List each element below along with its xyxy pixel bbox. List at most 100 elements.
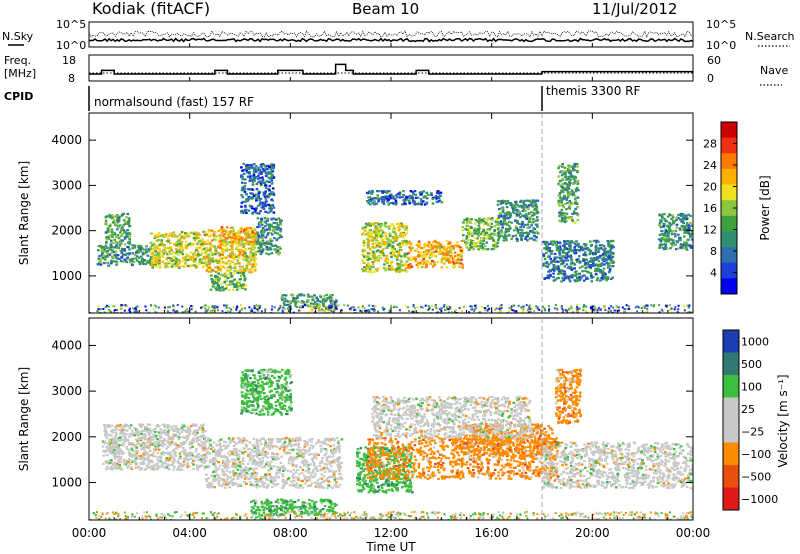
data-cell (604, 247, 607, 250)
data-cell (117, 247, 120, 250)
data-cell (381, 201, 385, 204)
data-cell (151, 244, 154, 247)
data-cell (124, 433, 128, 436)
data-cell (372, 270, 376, 273)
data-cell (563, 273, 567, 276)
data-cell (380, 223, 383, 226)
data-cell (477, 224, 481, 227)
data-cell (552, 272, 555, 275)
data-cell (208, 266, 212, 269)
data-cell (559, 248, 562, 251)
data-cell (568, 278, 571, 281)
data-cell (271, 187, 275, 190)
data-cell (196, 243, 200, 246)
data-cell (419, 198, 423, 201)
data-cell (398, 264, 402, 267)
data-cell (244, 238, 248, 241)
data-cell (247, 164, 251, 167)
data-cell (167, 238, 170, 241)
data-cell (443, 262, 446, 265)
data-cell (569, 193, 572, 196)
data-cell (370, 257, 374, 260)
data-cell (481, 231, 484, 234)
data-cell (120, 239, 124, 242)
data-cell (229, 226, 233, 229)
data-cell (149, 241, 153, 244)
colorbar-swatch (721, 231, 737, 248)
data-cell (269, 207, 272, 210)
data-cell (531, 308, 534, 311)
data-cell (97, 245, 101, 248)
data-cell (494, 243, 498, 246)
data-cell (431, 308, 434, 311)
data-cell (621, 306, 624, 309)
data-cell (226, 237, 230, 240)
data-cell (186, 462, 189, 465)
data-cell (365, 264, 369, 267)
data-cell (106, 252, 109, 255)
colorbar-swatch (721, 215, 737, 232)
data-cell (382, 266, 386, 270)
data-cell (497, 235, 501, 238)
data-cell (503, 212, 507, 215)
data-cell (591, 258, 594, 261)
data-cell (492, 244, 495, 247)
data-cell (279, 219, 282, 222)
data-cell (143, 259, 146, 262)
data-cell (245, 227, 249, 230)
data-cell (106, 253, 109, 256)
data-cell (414, 196, 418, 199)
data-cell (511, 309, 514, 311)
data-cell (233, 267, 237, 270)
data-cell (257, 197, 261, 200)
data-cell (481, 248, 485, 251)
data-cell (122, 260, 125, 263)
data-cell (167, 265, 170, 268)
cpid-segment-1: normalsound (fast) 157 RF (94, 95, 254, 109)
data-cell (199, 253, 203, 257)
data-cell (248, 204, 252, 207)
data-cell (526, 234, 529, 238)
data-cell (219, 269, 222, 272)
data-cell (335, 299, 338, 302)
data-cell (379, 250, 383, 253)
data-cell (578, 249, 581, 252)
data-cell (559, 213, 563, 216)
data-cell (568, 200, 572, 203)
data-cell (373, 222, 377, 225)
data-cell (524, 223, 527, 227)
data-cell (220, 282, 223, 285)
data-cell (362, 241, 366, 244)
data-cell (325, 293, 328, 297)
data-cell (553, 265, 557, 268)
data-cell (96, 263, 100, 266)
data-cell (532, 238, 536, 241)
data-cell (256, 231, 259, 234)
data-cell (501, 200, 504, 203)
data-cell (498, 305, 501, 308)
data-cell (102, 308, 105, 310)
data-cell (137, 251, 140, 254)
data-cell (570, 216, 574, 219)
data-cell (508, 306, 511, 309)
data-cell (120, 306, 123, 309)
data-cell (512, 309, 515, 312)
data-cell (104, 306, 107, 309)
data-cell (245, 198, 248, 201)
cpid-label: CPID (4, 90, 33, 103)
data-cell (646, 304, 649, 307)
data-cell (189, 454, 193, 457)
data-cell (510, 307, 513, 310)
data-cell (564, 254, 568, 257)
data-cell (218, 254, 221, 257)
data-cell (114, 260, 118, 263)
data-cell (660, 308, 663, 311)
data-cell (225, 231, 228, 234)
data-cell (683, 241, 686, 244)
data-cell (442, 248, 446, 251)
data-cell (106, 229, 110, 232)
data-cell (184, 232, 187, 235)
data-cell (660, 229, 664, 233)
data-cell (172, 460, 176, 463)
data-cell (643, 306, 646, 309)
